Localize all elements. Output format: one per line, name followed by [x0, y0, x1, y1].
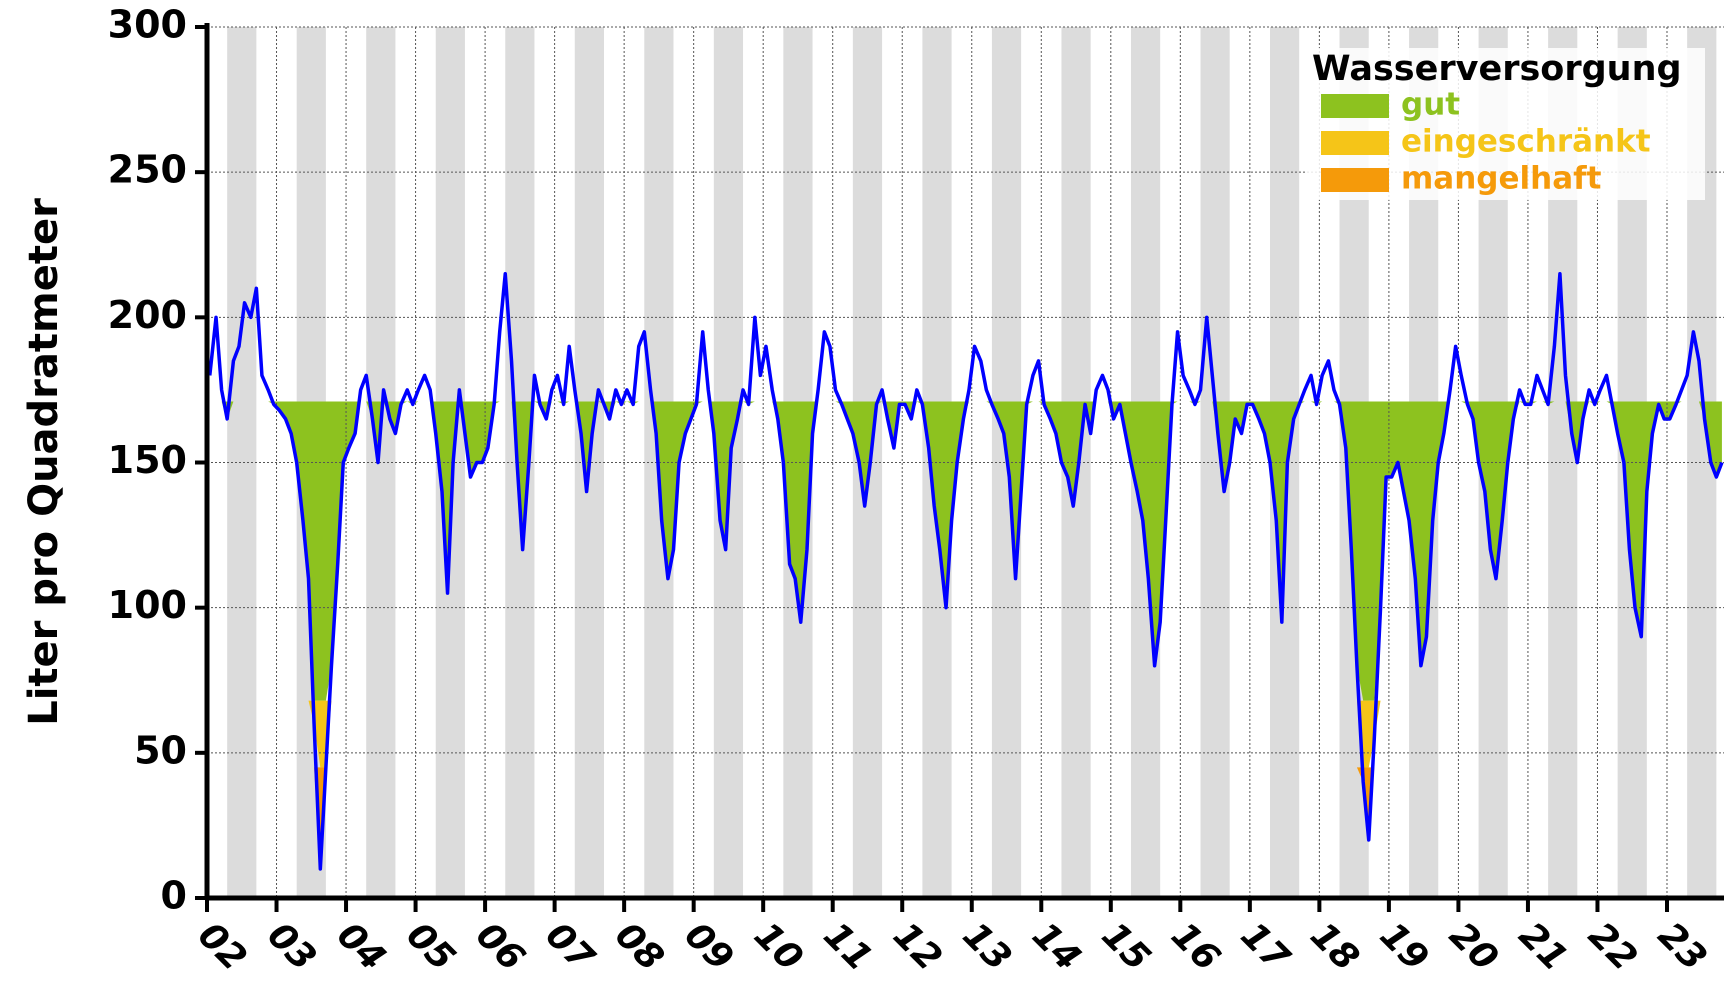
x-tick-label: 02	[190, 915, 254, 979]
x-tick-label: 11	[816, 915, 880, 979]
legend-label: gut	[1401, 87, 1460, 123]
legend-label: mangelhaft	[1401, 161, 1602, 197]
legend-swatch	[1321, 94, 1389, 118]
x-tick-label: 08	[607, 915, 671, 979]
lines	[208, 272, 1724, 871]
x-tick-label: 15	[1094, 915, 1158, 979]
x-tick-label: 23	[1650, 915, 1714, 979]
x-tick-label: 13	[955, 915, 1019, 979]
x-tick-label: 21	[1511, 915, 1575, 979]
x-tick-label: 19	[1372, 915, 1436, 979]
data-line	[208, 272, 1724, 871]
x-tick-label: 18	[1302, 915, 1366, 979]
x-tick-label: 12	[885, 915, 949, 979]
legend-title: Wasserversorgung	[1312, 49, 1682, 89]
x-tick-label: 05	[398, 915, 462, 979]
y-tick-label: 250	[108, 148, 187, 192]
x-tick-label: 03	[259, 915, 323, 979]
x-tick-label: 06	[468, 915, 532, 979]
legend-swatch	[1321, 168, 1389, 192]
x-tick-label: 07	[537, 915, 601, 979]
legend-label: eingeschränkt	[1401, 124, 1651, 160]
y-tick-label: 200	[108, 293, 187, 337]
x-tick-label: 14	[1024, 915, 1088, 979]
y-tick-label: 300	[108, 3, 187, 47]
y-tick-label: 100	[108, 583, 187, 627]
x-tick-label: 20	[1441, 915, 1505, 979]
y-tick-label: 150	[108, 438, 187, 482]
x-tick-label: 22	[1580, 915, 1644, 979]
x-tick-label: 09	[677, 915, 741, 979]
legend-swatch	[1321, 131, 1389, 155]
legend: Wasserversorgungguteingeschränktmangelha…	[1305, 48, 1705, 200]
x-tick-label: 16	[1163, 915, 1227, 979]
x-tick-label: 04	[329, 915, 393, 979]
y-axis-label: Liter pro Quadratmeter	[21, 198, 67, 726]
x-tick-label: 17	[1233, 915, 1297, 979]
y-tick-label: 50	[134, 728, 187, 772]
x-tick-label: 10	[746, 915, 810, 979]
y-tick-label: 0	[161, 874, 187, 918]
